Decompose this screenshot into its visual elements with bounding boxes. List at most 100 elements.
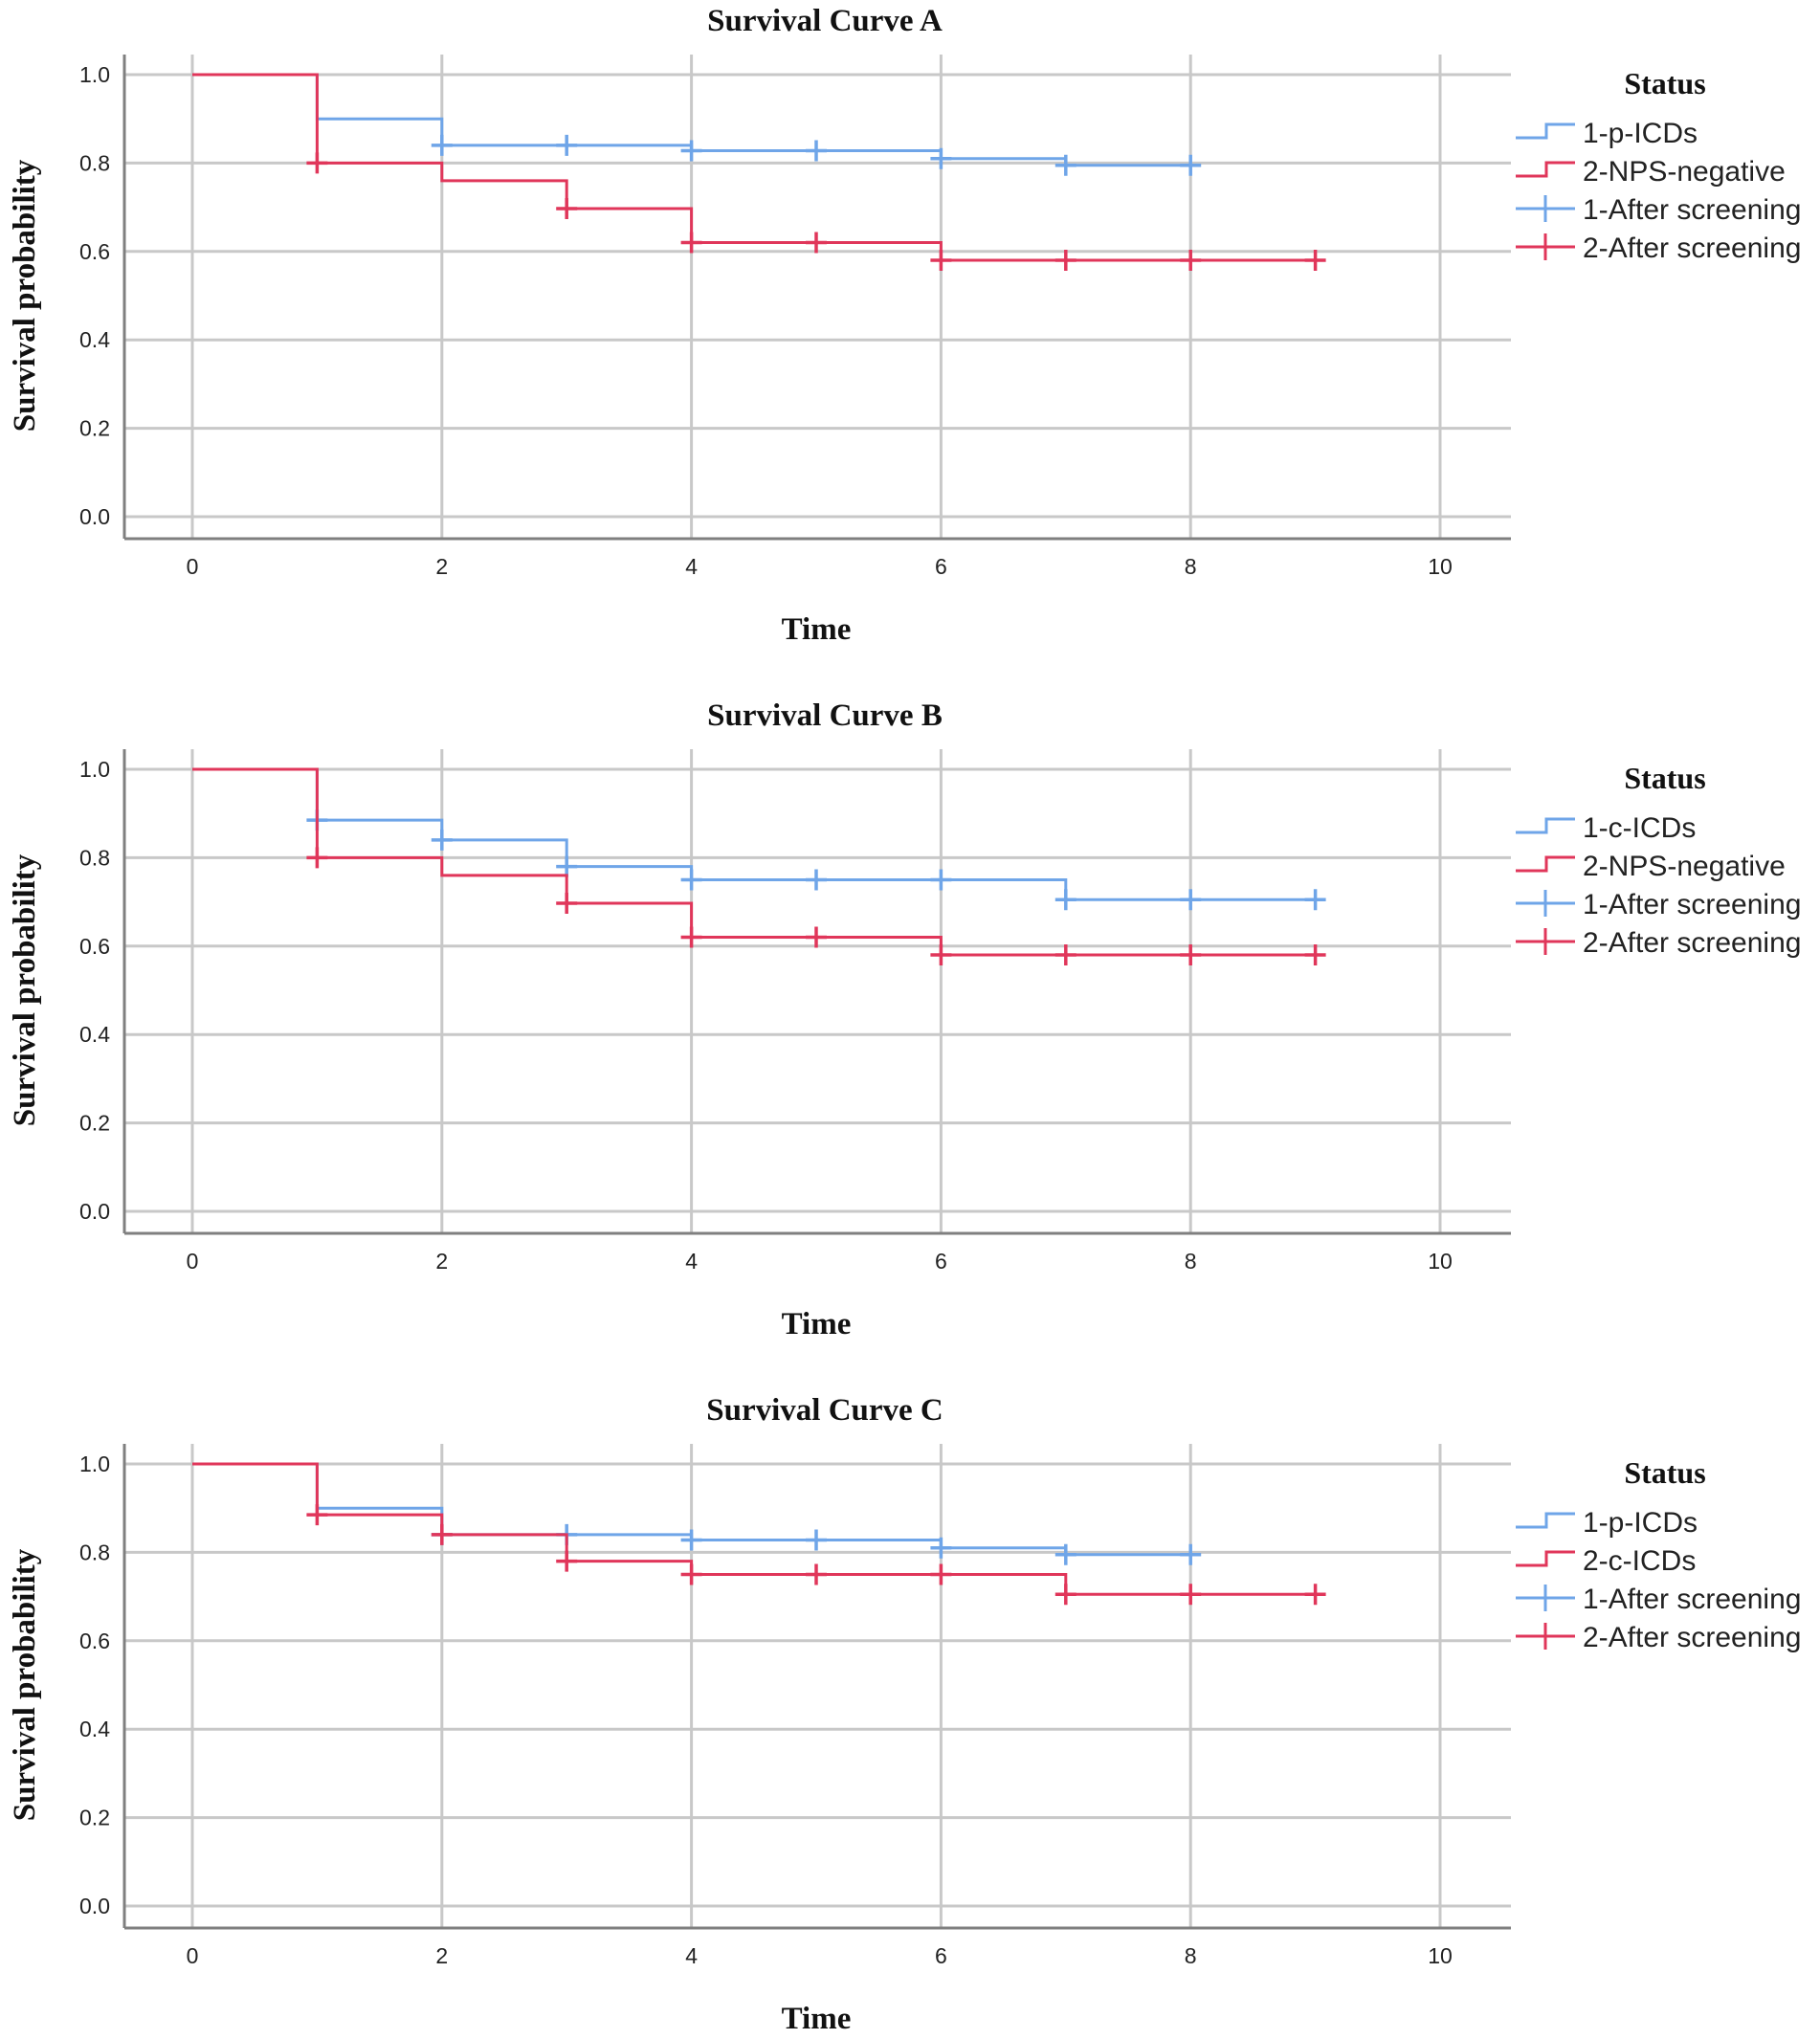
legend-entry-label: 2-After screening xyxy=(1583,1622,1801,1653)
censor-mark xyxy=(306,847,328,869)
censor-mark xyxy=(556,134,578,156)
survival-step-line-series-2 xyxy=(192,1462,1316,1596)
legend-entry-label: 1-After screening xyxy=(1583,194,1801,226)
legend-step-icon xyxy=(1516,817,1575,834)
y-tick-label: 0.2 xyxy=(79,1806,110,1830)
legend-step-icon xyxy=(1516,1550,1575,1567)
censor-mark xyxy=(306,152,328,174)
censor-mark xyxy=(556,197,578,219)
y-tick-label: 0.2 xyxy=(79,1111,110,1136)
x-axis-label: Time xyxy=(782,1307,852,1341)
censor-mark xyxy=(930,1537,952,1559)
censor-mark xyxy=(1180,1543,1202,1565)
censor-mark xyxy=(680,232,702,254)
censor-mark xyxy=(556,1550,578,1572)
x-tick-label: 4 xyxy=(685,1249,698,1274)
censor-mark xyxy=(1304,1584,1326,1606)
y-tick-label: 1.0 xyxy=(79,1452,110,1476)
legend-step-icon xyxy=(1516,161,1575,178)
y-axis-label: Survival probability xyxy=(8,853,42,1126)
censor-mark xyxy=(1304,889,1326,911)
y-tick-label: 0.8 xyxy=(79,1540,110,1564)
censor-mark xyxy=(431,134,453,156)
censor-mark xyxy=(1054,944,1076,966)
censor-mark xyxy=(1180,944,1202,966)
censor-mark xyxy=(930,147,952,169)
censor-mark xyxy=(1054,250,1076,272)
y-tick-label: 0.4 xyxy=(79,1022,110,1047)
censor-mark xyxy=(1304,250,1326,272)
censor-mark xyxy=(431,829,453,851)
legend-step-icon xyxy=(1516,122,1575,140)
legend-entry-label: 1-After screening xyxy=(1583,889,1801,920)
chart-title: Survival Curve B xyxy=(707,698,943,733)
legend-censor-icon xyxy=(1516,195,1575,222)
legend-censor-icon xyxy=(1516,928,1575,955)
censor-mark xyxy=(1054,889,1076,911)
censor-mark xyxy=(1054,1543,1076,1565)
y-tick-label: 1.0 xyxy=(79,62,110,87)
censor-mark xyxy=(806,140,827,162)
y-tick-label: 0.2 xyxy=(79,416,110,441)
survival-panel-b: Survival Curve B 0.0 0.2 0.4 0.6 0.8 1.0 0 2 4 6 8 1… xyxy=(8,698,1801,1341)
legend-entry-label: 1-p-ICDs xyxy=(1583,1507,1698,1539)
censor-mark xyxy=(806,1563,827,1585)
legend-title: Status xyxy=(1624,1455,1705,1490)
survival-step-line-series-1 xyxy=(192,767,1316,901)
y-tick-label: 0.6 xyxy=(79,1629,110,1653)
legend-step-icon xyxy=(1516,1512,1575,1529)
legend-entry-label: 2-After screening xyxy=(1583,233,1801,264)
x-tick-label: 4 xyxy=(685,1943,698,1968)
y-tick-label: 1.0 xyxy=(79,757,110,782)
legend-title: Status xyxy=(1624,66,1705,100)
censor-mark xyxy=(930,944,952,966)
x-tick-label: 4 xyxy=(685,554,698,579)
y-tick-label: 0.8 xyxy=(79,845,110,870)
y-tick-label: 0.4 xyxy=(79,1717,110,1741)
censor-mark xyxy=(1180,1584,1202,1606)
survival-step-line-series-2 xyxy=(192,767,1316,957)
legend-entry-label: 2-NPS-negative xyxy=(1583,851,1786,882)
y-tick-label: 0.6 xyxy=(79,239,110,264)
y-tick-label: 0.6 xyxy=(79,934,110,959)
censor-mark xyxy=(1054,1584,1076,1606)
x-tick-label: 10 xyxy=(1428,1943,1453,1968)
censor-mark xyxy=(1180,889,1202,911)
censor-mark xyxy=(680,869,702,891)
censor-mark xyxy=(431,1523,453,1545)
x-tick-label: 0 xyxy=(187,554,199,579)
y-tick-label: 0.4 xyxy=(79,327,110,352)
censor-mark xyxy=(806,1529,827,1551)
x-tick-label: 8 xyxy=(1185,1249,1197,1274)
chart-title: Survival Curve A xyxy=(707,4,943,38)
legend-censor-icon xyxy=(1516,890,1575,917)
x-tick-label: 0 xyxy=(187,1249,199,1274)
legend-step-icon xyxy=(1516,855,1575,873)
legend-entry-label: 1-p-ICDs xyxy=(1583,118,1698,149)
censor-mark xyxy=(806,232,827,254)
x-tick-label: 10 xyxy=(1428,554,1453,579)
y-tick-label: 0.0 xyxy=(79,1894,110,1918)
legend-censor-icon xyxy=(1516,233,1575,260)
x-tick-label: 8 xyxy=(1185,554,1197,579)
chart-title: Survival Curve C xyxy=(706,1393,943,1428)
x-tick-label: 6 xyxy=(935,1249,947,1274)
censor-mark xyxy=(1180,154,1202,176)
x-tick-label: 6 xyxy=(935,1943,947,1968)
legend-entry-label: 2-NPS-negative xyxy=(1583,156,1786,188)
survival-panel-c: Survival Curve C 0.0 0.2 0.4 0.6 0.8 1.0 0 2 4 6 8 1… xyxy=(8,1393,1801,2036)
censor-mark xyxy=(680,926,702,948)
legend-censor-icon xyxy=(1516,1623,1575,1650)
x-tick-label: 2 xyxy=(435,554,448,579)
legend-entry-label: 1-After screening xyxy=(1583,1584,1801,1615)
censor-mark xyxy=(680,1529,702,1551)
legend-entry-label: 1-c-ICDs xyxy=(1583,812,1696,844)
censor-mark xyxy=(1180,250,1202,272)
x-tick-label: 2 xyxy=(435,1249,448,1274)
x-axis-label: Time xyxy=(782,2002,852,2036)
survival-step-line-series-2 xyxy=(192,73,1316,262)
censor-mark xyxy=(930,1563,952,1585)
censor-mark xyxy=(556,892,578,914)
x-tick-label: 0 xyxy=(187,1943,199,1968)
y-tick-label: 0.0 xyxy=(79,1199,110,1224)
